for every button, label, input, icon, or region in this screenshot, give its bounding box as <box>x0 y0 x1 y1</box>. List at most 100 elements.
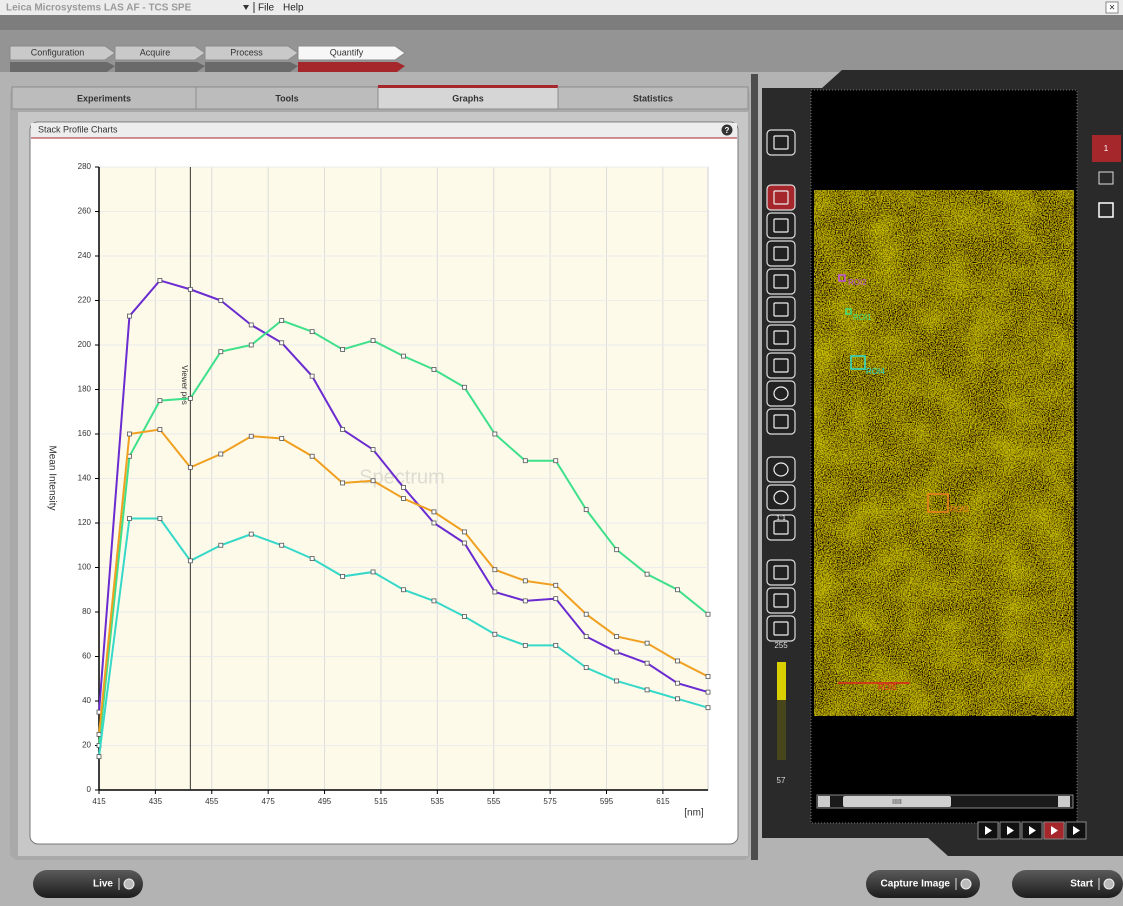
series-point <box>645 688 649 692</box>
y-tick-label: 160 <box>78 429 92 438</box>
series-point <box>523 579 527 583</box>
x-tick-label: 555 <box>487 797 501 806</box>
series-point <box>432 521 436 525</box>
series-point <box>493 632 497 636</box>
panel-title: Stack Profile Charts <box>38 124 118 134</box>
series-point <box>188 465 192 469</box>
step-bar <box>115 62 205 72</box>
close-button[interactable]: × <box>1109 3 1115 14</box>
x-tick-label: 575 <box>543 797 557 806</box>
x-tick-label: 595 <box>600 797 614 806</box>
series-point <box>249 343 253 347</box>
series-point <box>371 448 375 452</box>
series-point <box>310 330 314 334</box>
series-point <box>645 661 649 665</box>
series-point <box>676 588 680 592</box>
tool-button[interactable] <box>767 353 795 378</box>
sub-tab-label[interactable]: Statistics <box>633 93 673 103</box>
tool-button[interactable] <box>767 616 795 641</box>
x-tick-label: 515 <box>374 797 388 806</box>
series-point <box>310 454 314 458</box>
x-tick-label: 475 <box>261 797 275 806</box>
series-point <box>676 681 680 685</box>
sub-tab-label[interactable]: Experiments <box>77 93 131 103</box>
tool-button[interactable] <box>767 297 795 322</box>
step-label[interactable]: Acquire <box>140 47 171 57</box>
scroll-grip: IIIII <box>892 799 902 806</box>
step-bar <box>205 62 298 72</box>
series-point <box>280 436 284 440</box>
button-indicator <box>1104 879 1114 889</box>
series-point <box>219 299 223 303</box>
y-tick-label: 140 <box>78 474 92 483</box>
series-point <box>158 399 162 403</box>
series-point <box>493 568 497 572</box>
app-window: Leica Microsystems LAS AF - TCS SPE File H… <box>0 0 1123 906</box>
step-label[interactable]: Configuration <box>31 47 85 57</box>
y-tick-label: 280 <box>78 162 92 171</box>
zoom-label: 1:1 <box>776 515 786 522</box>
menu-item[interactable]: Help <box>283 3 304 14</box>
button-label[interactable]: Capture Image <box>881 879 951 890</box>
tool-button[interactable] <box>767 130 795 155</box>
sub-tab-label[interactable]: Tools <box>275 93 298 103</box>
y-tick-label: 260 <box>78 207 92 216</box>
tool-button[interactable] <box>767 560 795 585</box>
series-point <box>127 314 131 318</box>
series-point <box>249 323 253 327</box>
tool-button[interactable] <box>767 588 795 613</box>
help-label[interactable]: ? <box>725 126 730 135</box>
series-point <box>706 690 710 694</box>
button-label[interactable]: Live <box>93 879 113 890</box>
series-point <box>341 574 345 578</box>
image-blobs <box>814 190 1074 716</box>
tool-button[interactable] <box>767 241 795 266</box>
y-tick-label: 180 <box>78 385 92 394</box>
x-tick-label: 535 <box>431 797 445 806</box>
series-point <box>249 434 253 438</box>
series-point <box>523 459 527 463</box>
scroll-right[interactable] <box>1058 796 1070 807</box>
x-tick-label: 615 <box>656 797 670 806</box>
sub-tab-label[interactable]: Graphs <box>452 93 484 103</box>
splitter[interactable] <box>751 74 758 860</box>
series-point <box>584 666 588 670</box>
chart-panel-header <box>31 123 737 138</box>
step-label[interactable]: Process <box>230 47 263 57</box>
series-point <box>97 732 101 736</box>
series-point <box>127 432 131 436</box>
tool-button[interactable] <box>767 485 795 510</box>
tool-button[interactable] <box>767 185 795 210</box>
x-tick-label: 435 <box>149 797 163 806</box>
y-tick-label: 100 <box>78 563 92 572</box>
series-point <box>554 459 558 463</box>
series-point <box>462 385 466 389</box>
menu-item[interactable]: File <box>258 3 275 14</box>
series-point <box>219 452 223 456</box>
button-label[interactable]: Start <box>1070 879 1093 890</box>
x-axis-label: [nm] <box>684 808 704 819</box>
tool-button[interactable] <box>767 457 795 482</box>
series-point <box>432 367 436 371</box>
series-point <box>462 541 466 545</box>
app-title: Leica Microsystems LAS AF - TCS SPE <box>6 3 192 14</box>
series-point <box>676 659 680 663</box>
series-point <box>706 675 710 679</box>
y-tick-label: 80 <box>82 607 91 616</box>
series-point <box>219 543 223 547</box>
tool-button[interactable] <box>767 213 795 238</box>
series-point <box>341 428 345 432</box>
tool-button[interactable] <box>767 381 795 406</box>
series-point <box>341 347 345 351</box>
x-tick-label: 455 <box>205 797 219 806</box>
scroll-left[interactable] <box>818 796 830 807</box>
tool-button[interactable] <box>767 325 795 350</box>
tool-button[interactable] <box>767 269 795 294</box>
tool-button[interactable] <box>767 409 795 434</box>
series-point <box>554 643 558 647</box>
y-tick-label: 120 <box>78 518 92 527</box>
series-point <box>584 634 588 638</box>
series-point <box>706 612 710 616</box>
series-point <box>615 679 619 683</box>
step-label[interactable]: Quantify <box>330 47 364 57</box>
